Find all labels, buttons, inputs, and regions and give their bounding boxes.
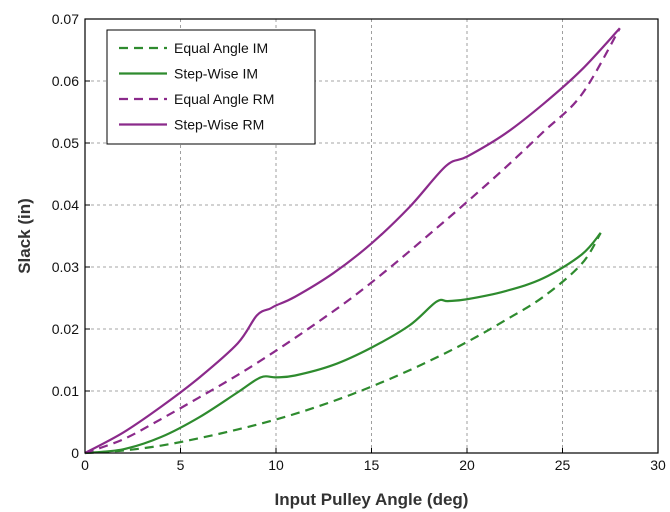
- legend-label-equal-angle-rm: Equal Angle RM: [174, 91, 274, 107]
- x-tick-label: 10: [268, 457, 284, 473]
- y-tick-label: 0.07: [52, 11, 79, 27]
- series-line-equal-angle-rm: [84, 27, 621, 455]
- legend-label-step-wise-im: Step-Wise IM: [174, 66, 258, 82]
- x-tick-label: 0: [81, 457, 89, 473]
- x-tick-label: 25: [555, 457, 571, 473]
- y-tick-label: 0.02: [52, 321, 79, 337]
- series-line-equal-angle-im: [84, 232, 602, 455]
- y-tick-label: 0.04: [52, 197, 79, 213]
- x-tick-label: 5: [177, 457, 185, 473]
- series-line-step-wise-im: [84, 232, 602, 455]
- series-line-step-wise-rm: [84, 27, 621, 454]
- x-tick-label: 15: [364, 457, 380, 473]
- x-tick-label: 20: [459, 457, 475, 473]
- y-tick-label: 0.01: [52, 383, 79, 399]
- y-tick-label: 0.06: [52, 73, 79, 89]
- legend-label-equal-angle-im: Equal Angle IM: [174, 40, 268, 56]
- ticks: 0 5 10 15 20 25 30 0 0.01 0.02 0.03 0.04 0.05 0.06 0.0…: [52, 11, 666, 473]
- legend-label-step-wise-rm: Step-Wise RM: [174, 117, 264, 133]
- y-axis-title: Slack (in): [15, 198, 34, 274]
- x-tick-label: 30: [650, 457, 666, 473]
- series-layer: [84, 27, 621, 455]
- y-tick-label: 0: [71, 445, 79, 461]
- y-tick-label: 0.03: [52, 259, 79, 275]
- legend: Equal Angle IM Step-Wise IM Equal Angle RM…: [106, 29, 316, 145]
- x-axis-title: Input Pulley Angle (deg): [275, 490, 469, 509]
- y-tick-label: 0.05: [52, 135, 79, 151]
